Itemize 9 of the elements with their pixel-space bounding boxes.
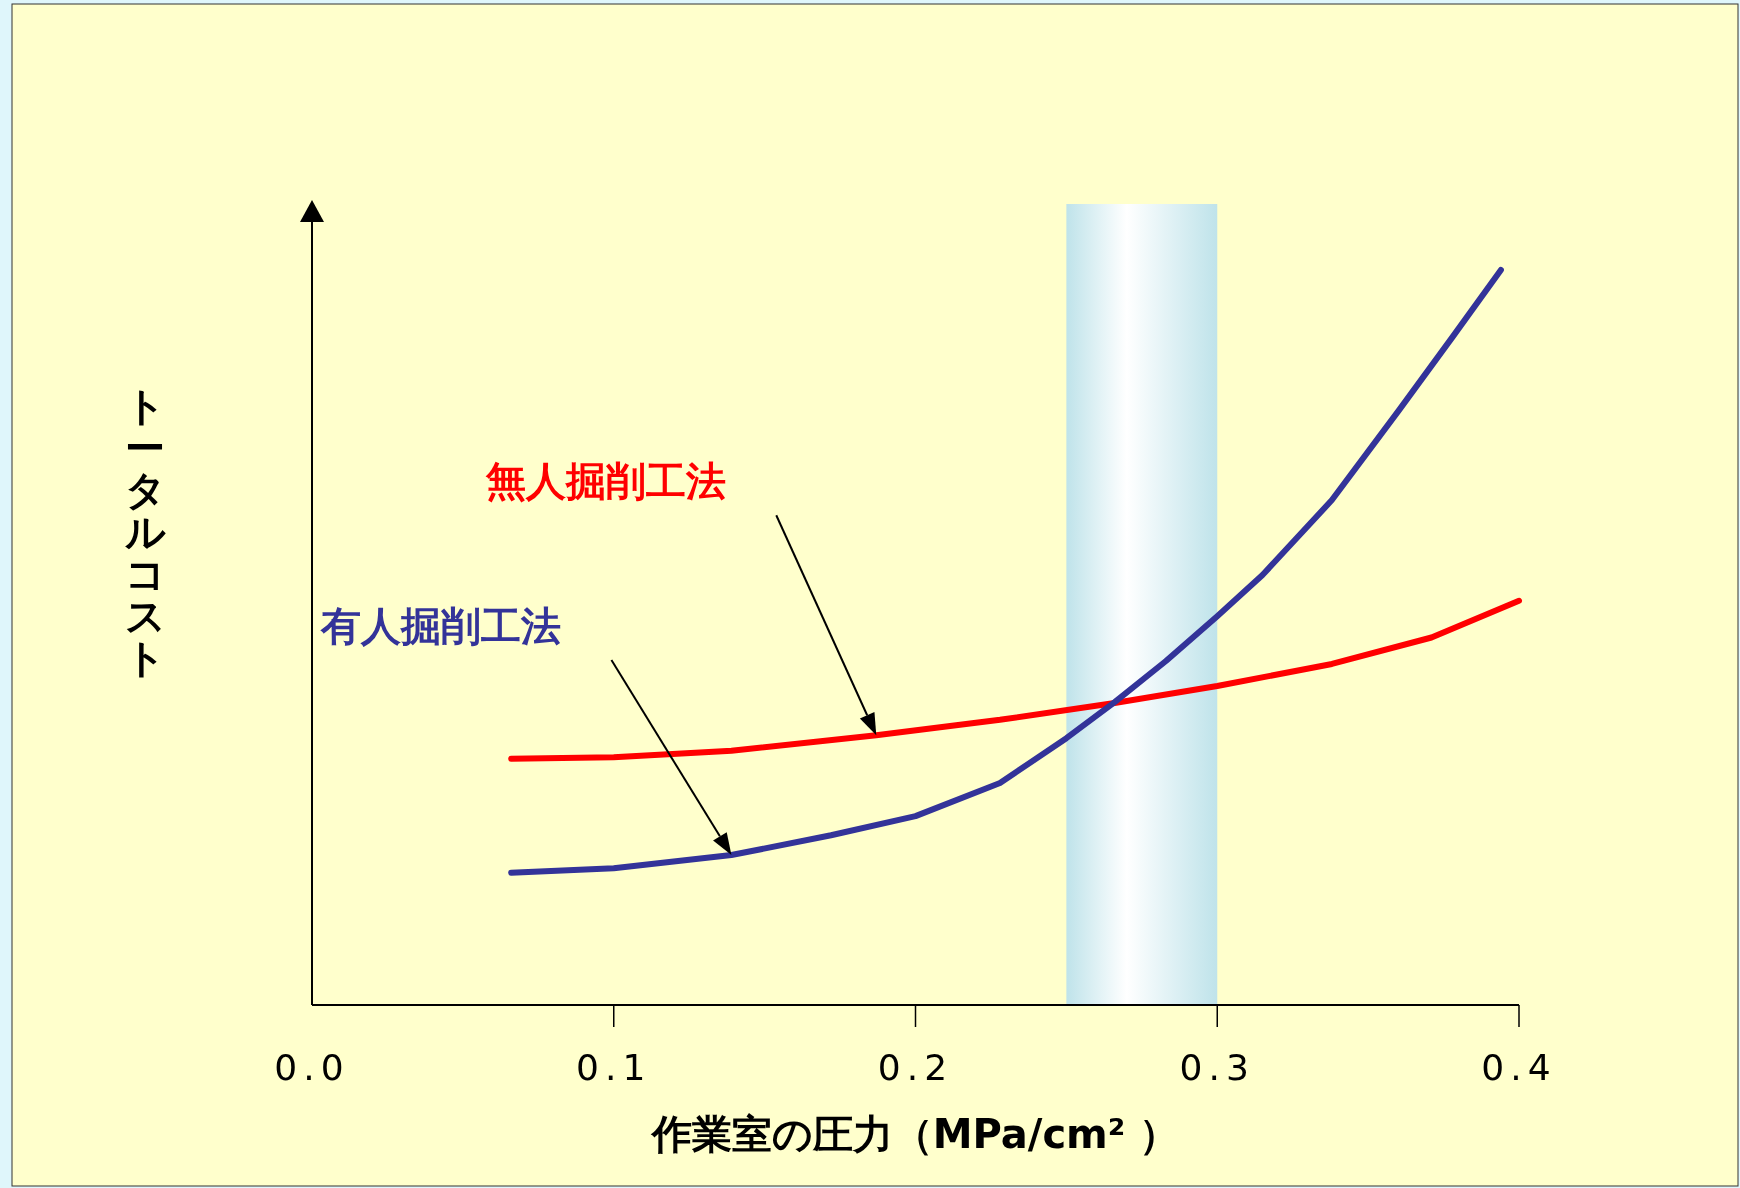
text: 無人掘削工法: [485, 458, 727, 505]
x-axis-title: 作業室の圧力（MPa/cm² ）: [649, 1111, 1180, 1157]
x-tick-label: 0.2: [877, 1047, 954, 1088]
y-axis-title: トータルコスト: [124, 383, 166, 681]
x-tick-label: 0.0: [274, 1047, 350, 1088]
x-tick-label: 0.3: [1179, 1047, 1255, 1088]
text: 有人掘削工法: [320, 603, 562, 650]
x-tick-label: 0.1: [576, 1047, 652, 1088]
x-tick-label: 0.4: [1481, 1047, 1557, 1088]
